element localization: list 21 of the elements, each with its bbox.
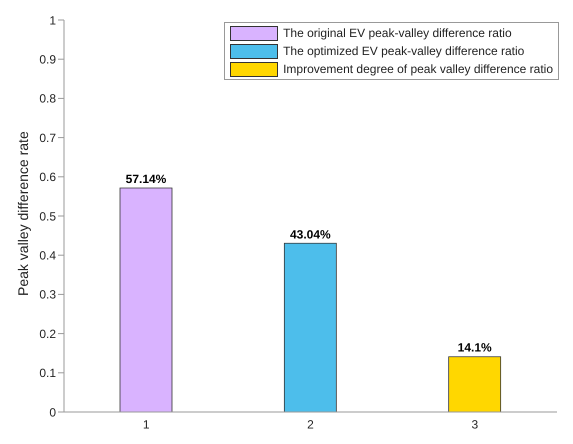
legend-label: The original EV peak-valley difference ratio: [283, 25, 512, 42]
y-tick-label: 0.8: [39, 92, 56, 106]
y-tick-label: 0.3: [39, 288, 56, 302]
y-tick-label: 0.5: [39, 209, 56, 224]
y-tick-label: 0.2: [39, 326, 56, 341]
y-tick-label: 0.9: [39, 52, 56, 66]
y-tick-label: 0.6: [39, 170, 56, 184]
x-tick-label: 1: [142, 418, 150, 432]
y-tick-label: 0.1: [39, 366, 56, 380]
data-label: 57.14%: [126, 172, 167, 186]
legend-label: Improvement degree of peak valley difference ratio: [283, 61, 553, 78]
y-tick-label: 0: [49, 405, 56, 420]
x-tick-label: 3: [471, 418, 478, 432]
data-label: 43.04%: [290, 227, 332, 242]
data-label: 14.1%: [458, 340, 492, 355]
y-axis-title: Peak valley difference rate: [14, 131, 31, 296]
y-tick-label: 1: [49, 13, 56, 28]
x-tick-label: 2: [307, 418, 314, 432]
y-tick-label: 0.4: [39, 248, 56, 262]
y-tick-label: 0.7: [39, 130, 56, 145]
legend-label: The optimized EV peak-valley difference ratio: [283, 43, 524, 60]
